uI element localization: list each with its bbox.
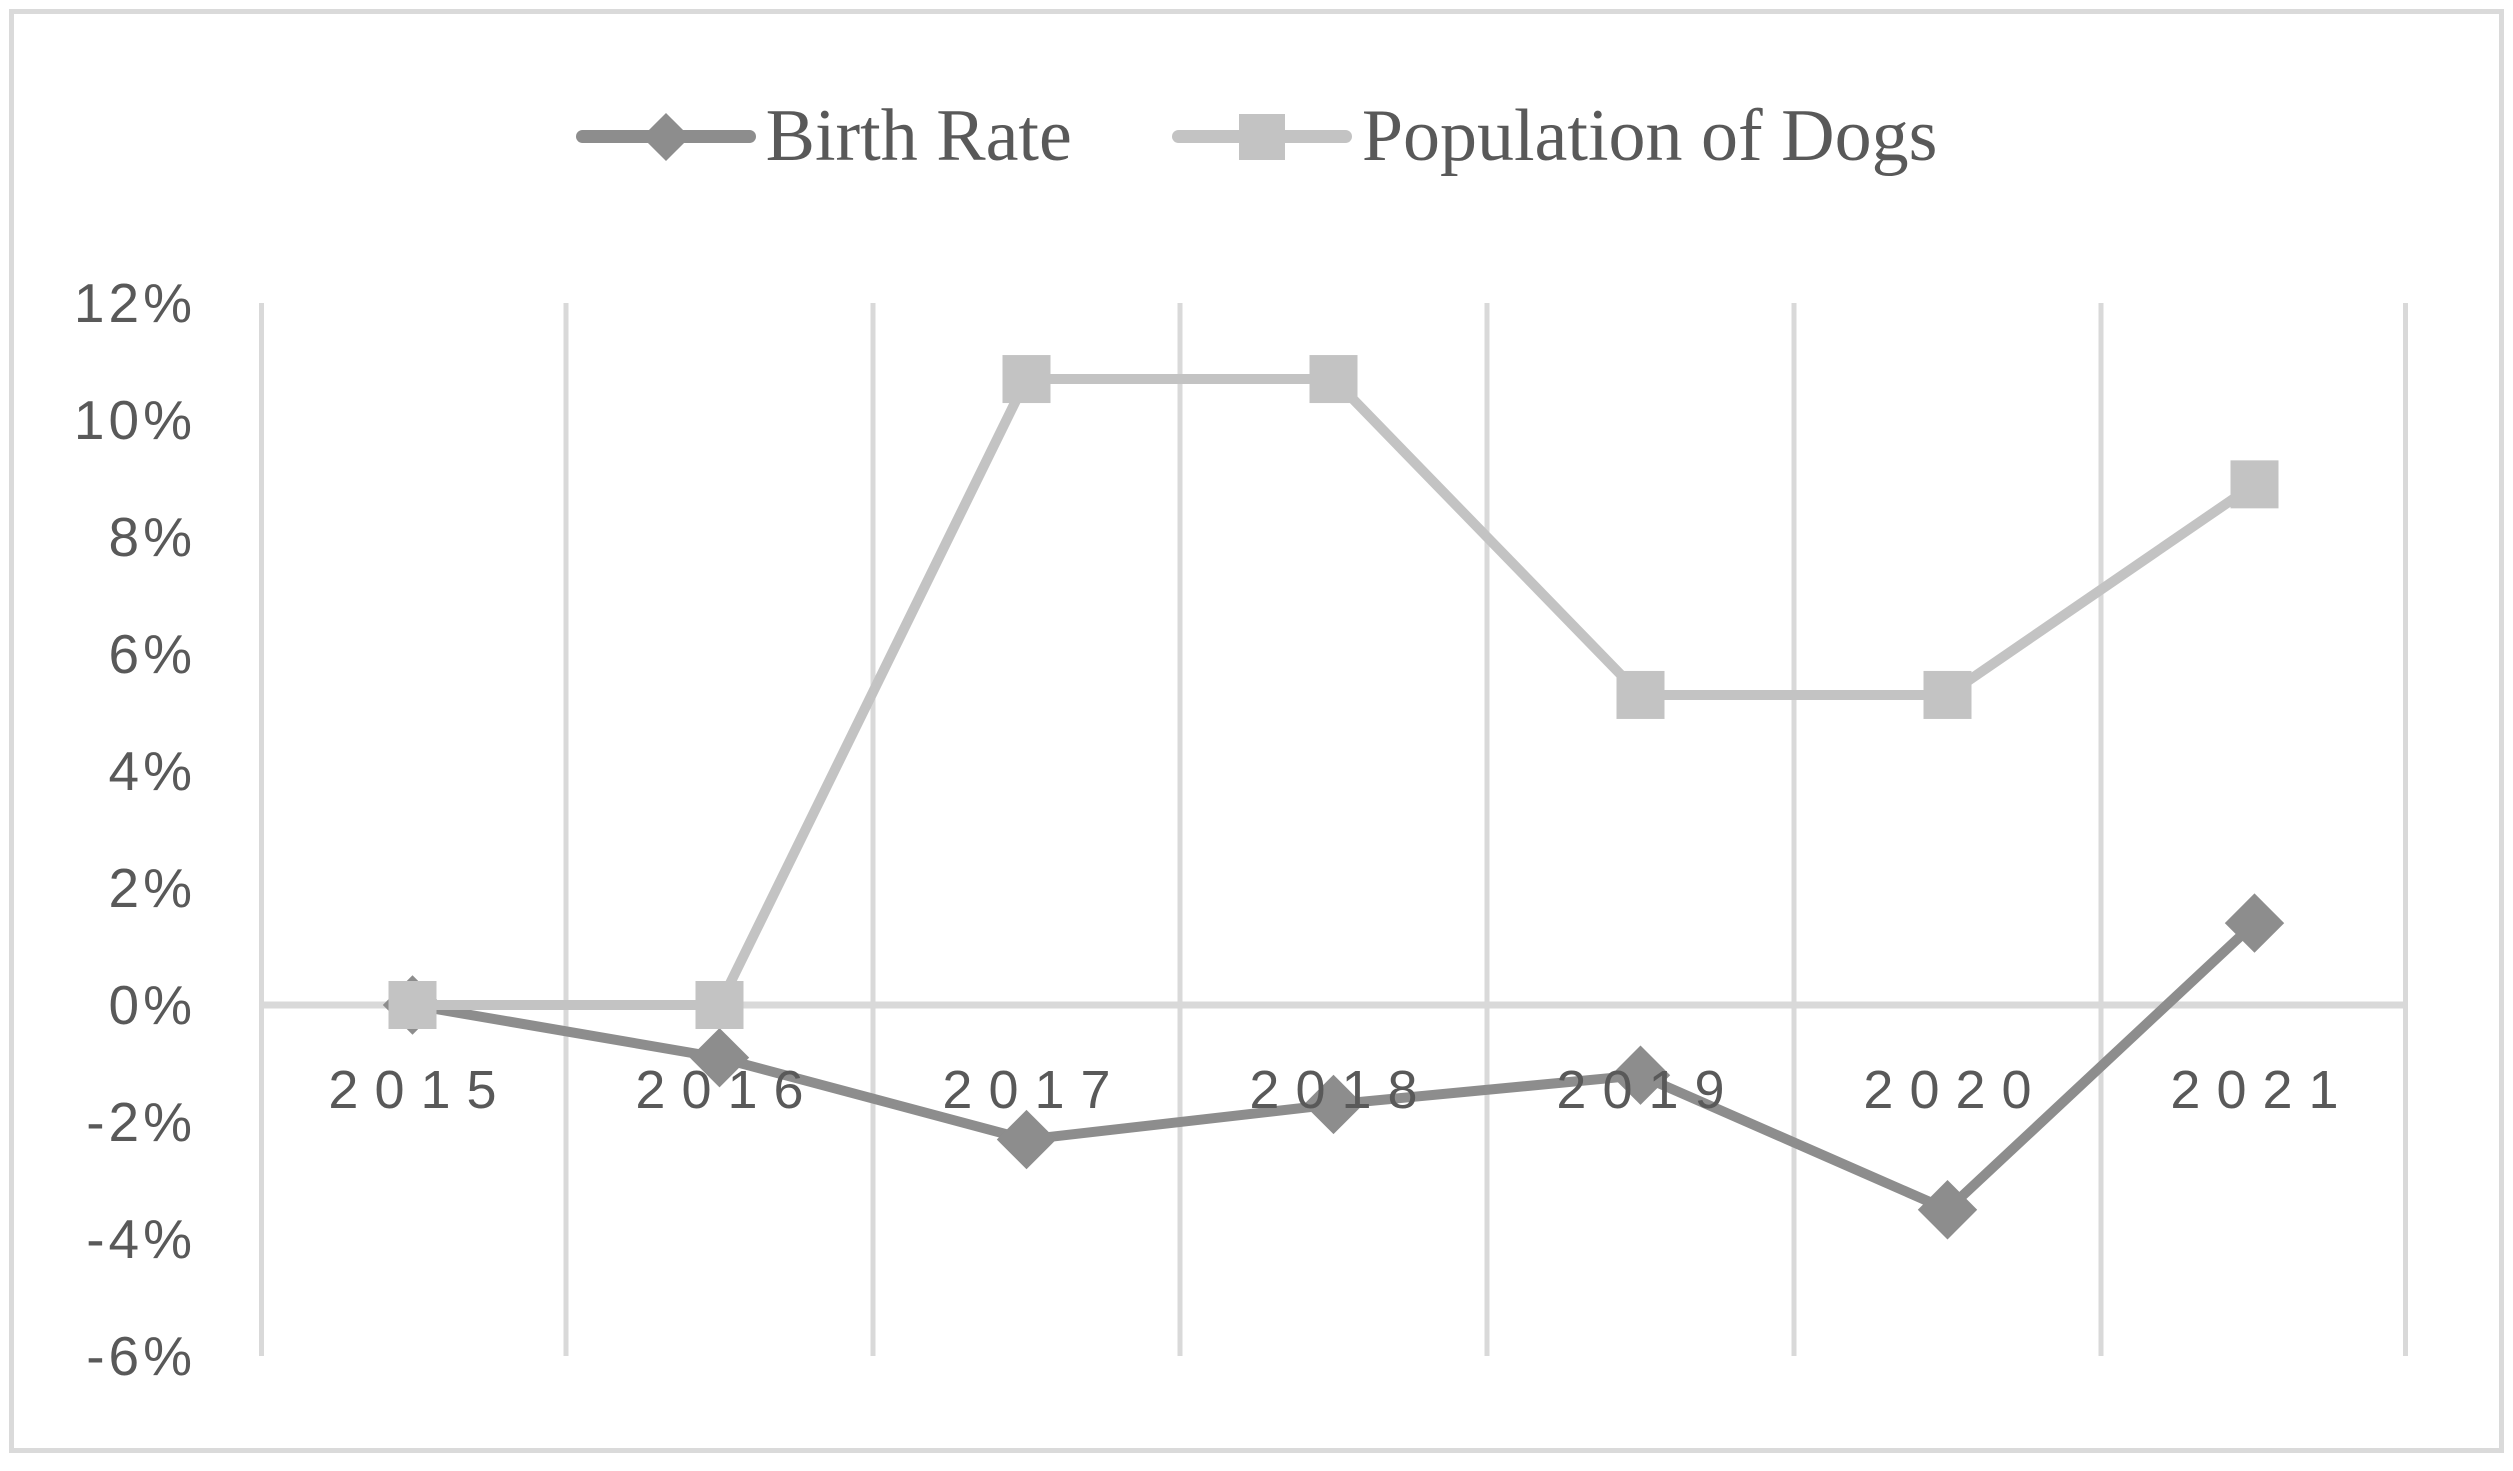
y-axis-tick-label: 2% <box>108 857 196 919</box>
y-axis-tick-label: 4% <box>108 740 196 802</box>
y-axis-tick-label: 0% <box>108 974 196 1036</box>
data-point-marker-square <box>1616 670 1665 719</box>
y-axis-tick-label: 6% <box>108 623 196 685</box>
data-point-marker-square <box>695 981 744 1029</box>
legend-item-population-of-dogs: Population of Dogs <box>1171 95 1938 178</box>
data-point-marker-diamond <box>1610 1045 1671 1105</box>
y-axis-tick-label: -2% <box>86 1091 196 1153</box>
y-axis-tick-label: 10% <box>73 389 196 451</box>
birth-rate-line-sample <box>575 112 756 162</box>
data-point-marker-square <box>1002 355 1051 404</box>
legend-item-birth-rate: Birth Rate <box>575 95 1072 178</box>
population-of-dogs-series-line <box>407 374 2260 1010</box>
plot-area <box>259 303 2408 1356</box>
population-of-dogs-line-sample <box>1171 113 1352 160</box>
data-point-marker-diamond <box>689 1027 750 1088</box>
data-point-marker-diamond <box>2224 893 2285 953</box>
diamond-marker-icon <box>641 112 690 162</box>
data-point-marker-diamond <box>1303 1074 1364 1135</box>
chart-legend: Birth Rate Population of Dogs <box>0 82 2513 192</box>
legend-label-birth-rate: Birth Rate <box>765 95 1072 178</box>
data-point-marker-diamond <box>996 1109 1057 1170</box>
data-point-marker-square <box>1923 670 1972 719</box>
y-axis-tick-label: 12% <box>73 272 196 334</box>
birth-rate-series-line <box>407 918 2260 1215</box>
data-point-marker-square <box>388 981 437 1029</box>
y-axis-tick-label: 8% <box>108 506 196 568</box>
square-marker-icon <box>1238 113 1285 160</box>
data-point-marker-square <box>2230 460 2279 509</box>
y-axis-tick-label: -4% <box>86 1208 196 1270</box>
data-point-marker-square <box>1309 355 1358 404</box>
legend-label-population-of-dogs: Population of Dogs <box>1361 95 1938 178</box>
data-point-marker-diamond <box>1917 1180 1978 1240</box>
y-axis-tick-label: -6% <box>86 1325 196 1387</box>
